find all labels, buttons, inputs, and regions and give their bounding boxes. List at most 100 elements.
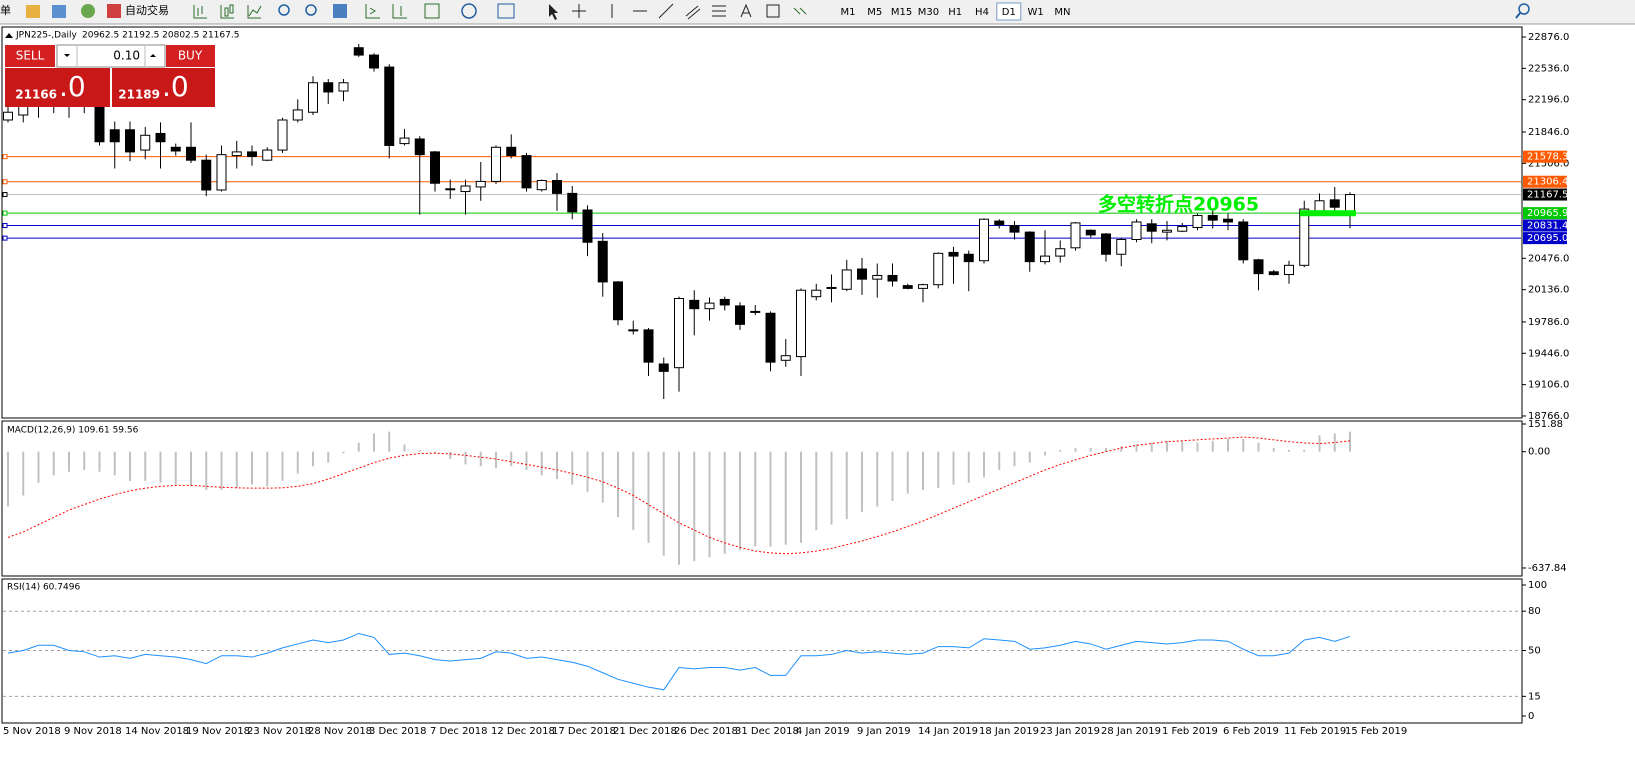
y-tick-label: 15 [1528,691,1541,702]
y-tick-label: 50 [1528,646,1541,657]
trendline-icon[interactable] [658,3,674,19]
x-tick-label: 9 Nov 2018 [64,726,122,737]
crosshair-icon[interactable] [572,4,586,18]
text-icon[interactable] [740,3,752,18]
shift-icon[interactable] [392,4,407,19]
candle-body [1116,239,1127,255]
price-label-bg [1523,219,1567,232]
price-line-handle [2,192,8,198]
arrows-icon[interactable] [793,7,807,15]
candle-body [1055,248,1066,257]
collapse-icon [5,33,13,38]
periods-icon[interactable] [461,3,477,19]
x-tick-label: 19 Nov 2018 [186,726,250,737]
candle-body [1146,223,1157,232]
fibo-icon[interactable] [712,5,726,17]
x-tick-label: 1 Feb 2019 [1162,726,1218,737]
bid-box[interactable] [5,68,110,107]
timeframe-button[interactable]: M15 [891,7,912,18]
candle-body [948,251,959,257]
x-tick-label: 4 Jan 2019 [796,726,850,737]
templates-icon[interactable] [497,3,515,19]
candle-body [1268,271,1279,276]
candle-body [506,146,517,157]
y-tick-label: -637.84 [1528,563,1567,574]
ask-box[interactable] [112,68,215,107]
candle-body [735,305,745,325]
x-tick-label: 5 Nov 2018 [3,726,61,737]
timeframe-button[interactable]: M1 [841,7,856,18]
lot-value[interactable]: 0.10 [113,49,140,63]
sell-button[interactable] [5,45,55,67]
icon[interactable] [52,5,66,18]
candle-body [231,151,242,157]
y-tick-label: 19106.0 [1528,380,1569,391]
macd-panel [1,420,1523,577]
timeframe-button[interactable]: W1 [1027,7,1043,18]
main-panel [1,26,1523,419]
price-label: 21306.4 [1527,177,1568,188]
candle-body [109,129,120,143]
candle-body [399,137,410,145]
timeframe-button[interactable]: D1 [1002,7,1016,18]
auto-trade-button[interactable]: 自动交易 [125,3,169,17]
candle-body [826,286,837,289]
candle-body [1177,226,1188,232]
price-label: 20831.4 [1527,221,1568,232]
buy-button[interactable] [166,45,215,67]
line-chart-icon[interactable] [247,5,262,19]
zoom-in-icon[interactable] [278,4,290,16]
chart-ohlc: 20962.5 21192.5 20802.5 21167.5 [82,31,239,41]
x-tick-label: 23 Jan 2019 [1040,726,1100,737]
timeframe-button[interactable]: MN [1054,7,1070,18]
price-label-bg [1523,188,1567,201]
timeframe-button[interactable]: H1 [948,7,962,18]
indicators-icon[interactable] [424,3,440,19]
candle-body [3,111,13,121]
autoscroll-icon[interactable] [365,4,380,19]
search-icon-handle [1515,12,1521,19]
lot-up[interactable] [150,54,156,57]
y-tick-label: 21846.0 [1528,127,1569,138]
cursor-icon[interactable] [549,4,558,20]
label-icon[interactable] [766,4,780,18]
candle-body [1284,264,1294,276]
candle-body [414,138,425,156]
y-tick-label: 19786.0 [1528,317,1569,328]
lot-down[interactable] [64,54,70,57]
zoom-out-icon[interactable] [305,4,317,16]
candle-body [704,302,715,310]
tile-icon[interactable] [333,4,347,18]
candle-body [765,312,776,363]
icon[interactable] [26,5,40,18]
timeframe-button[interactable]: M30 [918,7,939,18]
sell-label[interactable]: SELL [16,49,45,63]
search-icon[interactable] [1518,3,1530,15]
candle-body [308,82,318,113]
x-tick-label: 28 Nov 2018 [308,726,372,737]
x-tick-label: 14 Jan 2019 [918,726,978,737]
icon[interactable] [81,4,95,18]
candle-chart-icon[interactable] [220,4,234,19]
candle-body [552,179,562,194]
y-tick-label: 19446.0 [1528,348,1569,359]
candle-body [994,220,1005,226]
timeframe-button[interactable]: H4 [975,7,989,18]
y-tick-label: 0.00 [1528,447,1550,458]
y-tick-label: 18766.0 [1528,411,1569,422]
lot-input[interactable] [56,44,166,68]
candle-body [384,66,395,146]
chart-symbol: JPN225-,Daily [15,31,78,41]
candle-body [1238,221,1249,261]
y-tick-label: 100 [1528,580,1547,591]
candle-body [918,284,928,289]
x-tick-label: 11 Feb 2019 [1284,726,1346,737]
auto-trade-icon[interactable] [107,4,121,18]
buy-label[interactable]: BUY [178,49,203,63]
channel-icon[interactable] [685,5,701,20]
timeframe-button[interactable]: M5 [867,7,882,18]
candle-body [628,329,639,332]
bar-chart-icon[interactable] [193,5,207,19]
candle-body [475,180,486,188]
y-tick-label: 80 [1528,606,1541,617]
